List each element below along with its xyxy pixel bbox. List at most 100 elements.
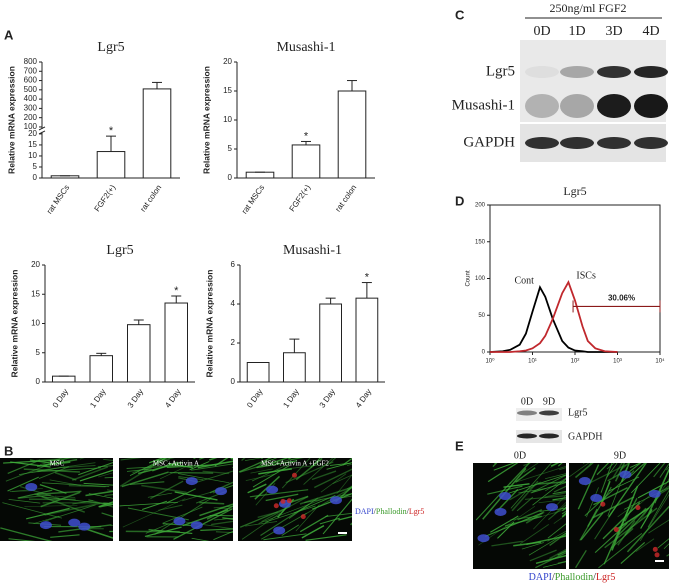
fiber — [545, 473, 566, 479]
fiber — [299, 486, 352, 505]
fiber — [98, 501, 113, 508]
fiber — [214, 517, 233, 521]
fiber — [610, 527, 634, 549]
fiber — [490, 515, 519, 533]
fiber — [177, 473, 230, 484]
fiber — [549, 532, 566, 546]
fiber — [600, 463, 613, 493]
series-label: ISCs — [576, 270, 596, 281]
fiber — [335, 458, 337, 459]
nucleus — [619, 470, 632, 479]
band — [597, 66, 631, 78]
fiber — [260, 458, 264, 460]
fiber — [34, 493, 86, 513]
fiber — [295, 458, 323, 481]
fiber — [491, 540, 523, 547]
fiber — [238, 458, 273, 473]
lgr5-spot — [635, 505, 641, 511]
x-tick-label: 1 Day — [281, 387, 300, 409]
fiber — [528, 532, 566, 556]
fiber — [533, 508, 566, 520]
lgr5-spot — [654, 552, 660, 558]
fiber — [524, 495, 566, 500]
fiber — [487, 463, 519, 483]
fiber — [553, 514, 566, 524]
fiber — [200, 528, 233, 531]
fiber — [281, 524, 300, 536]
fiber — [580, 512, 604, 541]
fiber — [191, 463, 233, 471]
fiber — [523, 463, 539, 473]
fiber — [552, 491, 566, 495]
band — [597, 137, 631, 149]
fiber — [281, 458, 311, 489]
y-tick-label: 2 — [231, 338, 236, 347]
lgr5-spot — [291, 472, 297, 478]
fiber — [647, 489, 669, 528]
fiber — [129, 458, 167, 476]
fiber — [626, 505, 669, 553]
fiber — [54, 471, 77, 481]
fiber — [211, 520, 233, 526]
fiber — [575, 549, 587, 569]
nucleus — [499, 492, 512, 501]
fiber — [299, 514, 329, 533]
band — [597, 94, 631, 118]
panel-label: D — [455, 193, 464, 208]
fiber — [31, 467, 101, 473]
fiber — [665, 466, 669, 471]
fiber — [329, 462, 351, 466]
fiber — [550, 463, 560, 468]
sep: / — [407, 507, 410, 516]
fiber — [199, 503, 233, 517]
y-tick-label: 800 — [24, 57, 38, 66]
fiber — [197, 460, 233, 469]
fiber — [162, 506, 203, 524]
fiber — [547, 523, 566, 539]
fiber — [557, 560, 566, 564]
fiber — [603, 507, 630, 565]
panel-label: A — [4, 27, 14, 42]
fiber — [55, 495, 76, 498]
x-tick-label: rat MSCs — [240, 183, 266, 215]
x-tick-label: FGF2(+) — [93, 183, 118, 213]
x-tick-label: 4 Day — [354, 387, 373, 409]
fiber — [3, 459, 61, 464]
fiber — [332, 474, 352, 484]
fiber — [174, 491, 218, 501]
fiber — [41, 496, 111, 505]
y-tick-label: 300 — [24, 104, 38, 113]
fiber — [630, 463, 661, 494]
fiber — [33, 515, 60, 524]
fiber — [624, 495, 660, 536]
stain: Lgr5 — [409, 507, 425, 516]
fiber — [617, 520, 636, 546]
fiber — [577, 464, 600, 510]
fiber — [119, 458, 168, 487]
fiber — [17, 489, 53, 499]
fiber — [97, 465, 113, 468]
fiber — [594, 522, 628, 554]
fiber — [666, 553, 669, 557]
lgr5-spot — [652, 546, 658, 552]
lgr5-spot — [273, 503, 279, 509]
x-tick-label: 10¹ — [528, 359, 537, 365]
fiber — [7, 476, 39, 492]
x-tick-label: 10³ — [613, 359, 622, 365]
fiber — [511, 480, 539, 512]
fiber — [547, 530, 566, 542]
fiber — [37, 462, 96, 472]
band — [634, 137, 668, 149]
series-line — [489, 285, 618, 353]
nucleus — [68, 518, 81, 527]
y-tick-label: 5 — [36, 348, 41, 357]
fiber — [88, 499, 113, 508]
y-axis-label: Count — [466, 270, 472, 286]
x-tick-label: rat colon — [333, 183, 358, 213]
fiber — [585, 464, 626, 486]
fiber — [653, 463, 666, 478]
bar — [52, 375, 76, 383]
nucleus — [590, 494, 603, 503]
fiber — [260, 503, 310, 537]
significance: * — [174, 285, 179, 297]
